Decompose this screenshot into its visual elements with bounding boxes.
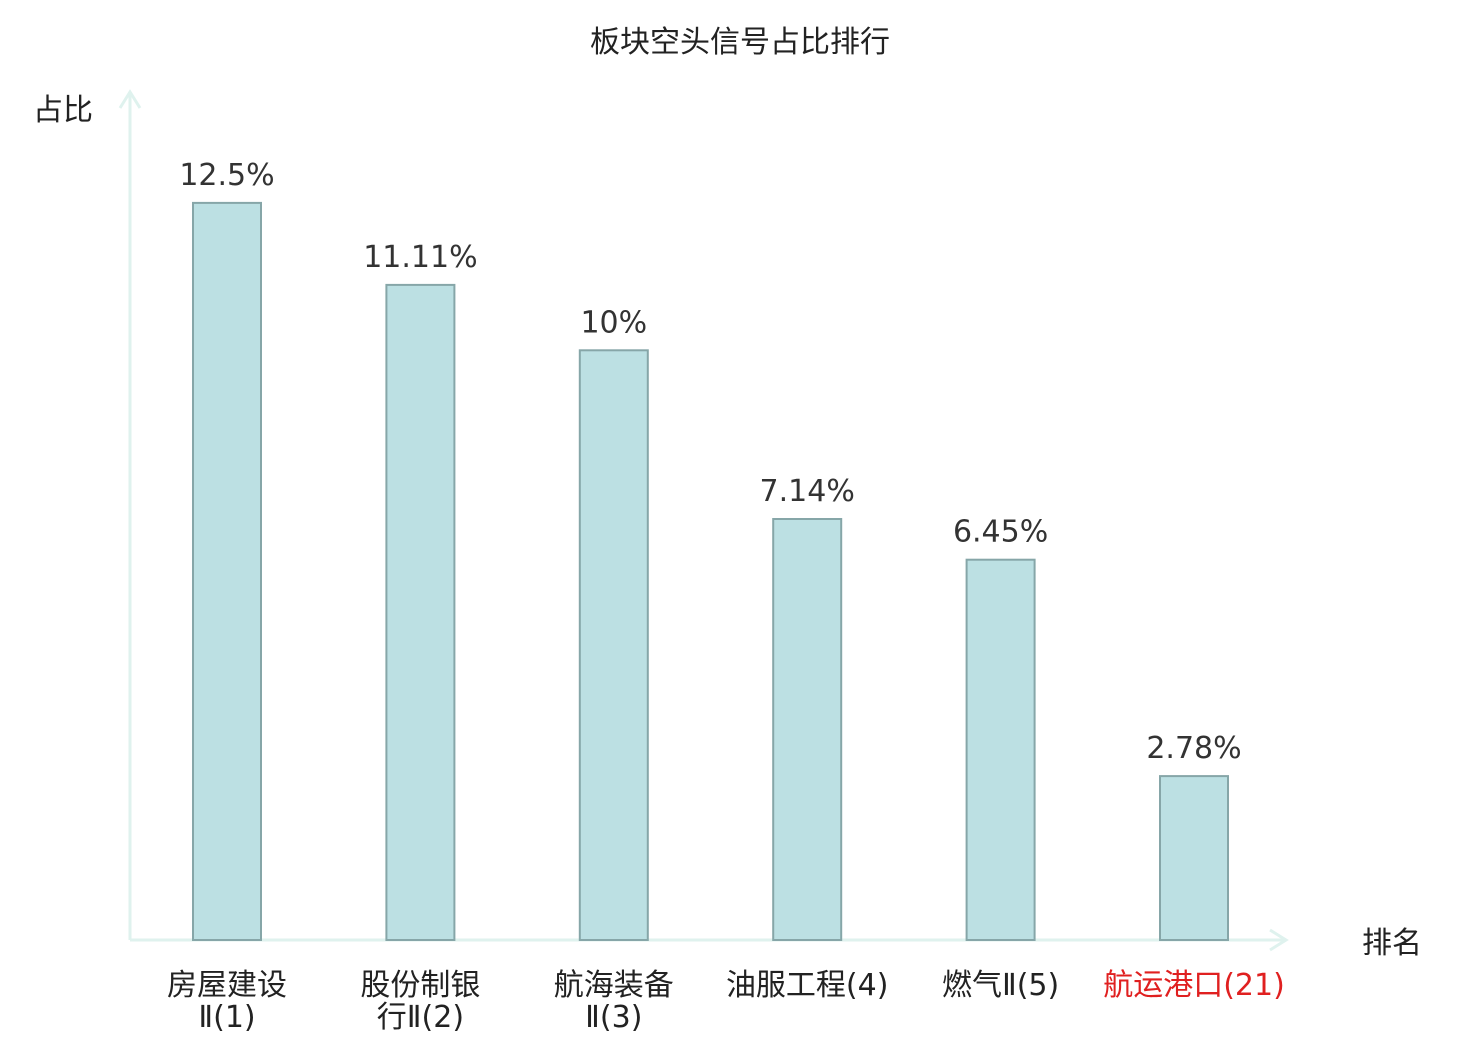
x-tick-label: 房屋建设 Ⅱ(1) bbox=[167, 968, 287, 1035]
value-labels-group: 12.5% 11.11% 10% 7.14% 6.45% 2.78% bbox=[179, 158, 1241, 766]
x-tick-label-line: 燃气Ⅱ(5) bbox=[942, 968, 1059, 1003]
x-tick-label-line: 油服工程(4) bbox=[726, 968, 889, 1003]
x-tick-label: 燃气Ⅱ(5) bbox=[942, 968, 1059, 1003]
x-tick-label: 航运港口(21) bbox=[1103, 968, 1285, 1003]
bar-value-label: 10% bbox=[580, 305, 647, 340]
y-axis-arrow bbox=[118, 89, 142, 109]
x-tick-label: 股份制银行Ⅱ(2) bbox=[360, 968, 480, 1035]
bar-value-label: 7.14% bbox=[760, 474, 855, 509]
x-tick-label-line: 行Ⅱ(2) bbox=[377, 1000, 464, 1035]
x-tick-label-line: 航海装备 bbox=[554, 968, 674, 1003]
x-tick-label: 航海装备 Ⅱ(3) bbox=[554, 968, 674, 1035]
x-tick-label-line: 股份制银 bbox=[360, 968, 480, 1003]
y-axis-label: 占比 bbox=[33, 93, 93, 128]
x-tick-label-line: Ⅱ(1) bbox=[198, 1000, 255, 1035]
x-axis-arrow bbox=[1269, 928, 1289, 952]
x-tick-label: 油服工程(4) bbox=[726, 968, 889, 1003]
bar-value-label: 11.11% bbox=[363, 240, 477, 275]
bar bbox=[1159, 775, 1229, 941]
bar bbox=[965, 558, 1036, 941]
bars-group bbox=[192, 201, 1229, 941]
bar bbox=[192, 201, 262, 941]
bar-value-label: 6.45% bbox=[953, 515, 1048, 550]
bar bbox=[385, 283, 456, 941]
x-tick-label-line: 房屋建设 bbox=[167, 968, 287, 1003]
axes bbox=[118, 89, 1289, 952]
x-tick-label-line: 航运港口(21) bbox=[1103, 968, 1285, 1003]
category-labels-group: 房屋建设 Ⅱ(1) 股份制银行Ⅱ(2) 航海装备 Ⅱ(3) 油服工程(4) 燃气Ⅱ(5) 航运… bbox=[167, 968, 1285, 1035]
bar-value-label: 2.78% bbox=[1146, 731, 1241, 766]
x-axis-label: 排名 bbox=[1362, 926, 1422, 961]
x-tick-label-line: Ⅱ(3) bbox=[585, 1000, 642, 1035]
bar bbox=[772, 518, 843, 941]
bar-value-label: 12.5% bbox=[179, 158, 274, 193]
bar bbox=[578, 349, 649, 941]
chart-title: 板块空头信号占比排行 bbox=[590, 25, 890, 60]
